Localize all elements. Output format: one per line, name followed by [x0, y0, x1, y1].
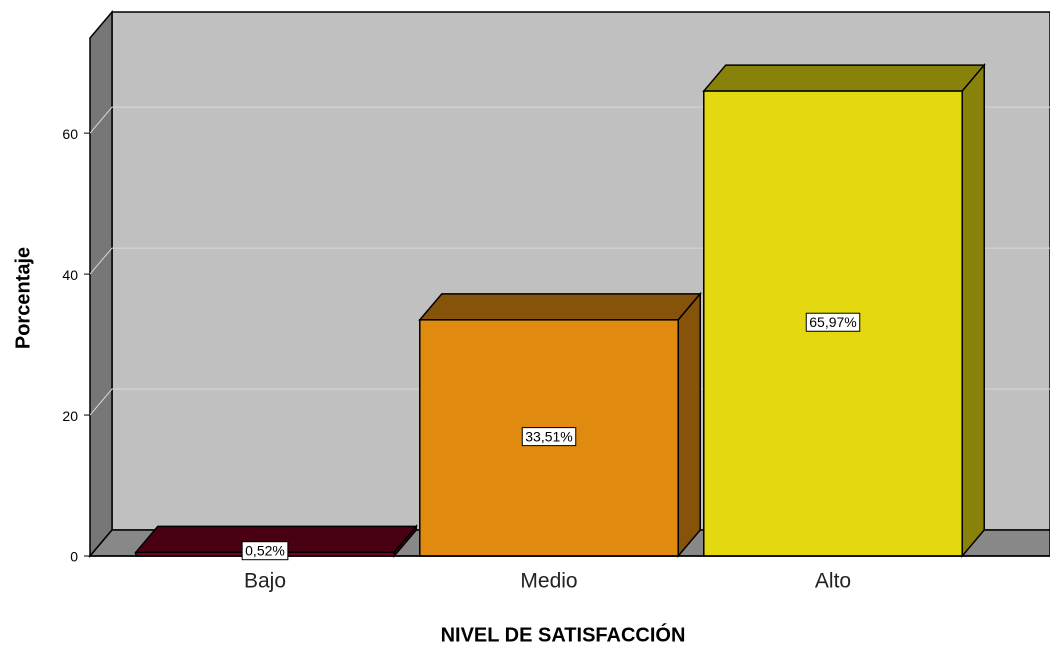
y-axis-title: Porcentaje	[12, 247, 34, 349]
x-tick-label: Medio	[520, 570, 577, 593]
bar-top	[418, 293, 702, 321]
bar-top	[702, 64, 986, 92]
bar-side	[677, 291, 701, 559]
y-tick-label: 40	[62, 267, 78, 283]
y-tick-label: 20	[62, 408, 78, 424]
value-label-box	[521, 427, 577, 447]
bar-side	[961, 63, 985, 559]
value-label-box	[241, 541, 289, 561]
y-tick-label: 0	[70, 549, 78, 565]
value-label: 0,52%	[245, 543, 285, 559]
x-tick-label: Alto	[815, 570, 851, 593]
y-tick-label: 60	[62, 126, 78, 142]
x-tick-label: Bajo	[244, 570, 286, 593]
value-label-box	[805, 312, 861, 332]
value-label: 33,51%	[525, 429, 572, 445]
x-axis-title: NIVEL DE SATISFACCIÓN	[441, 622, 686, 646]
value-label: 65,97%	[809, 314, 856, 330]
side-wall	[89, 9, 113, 559]
